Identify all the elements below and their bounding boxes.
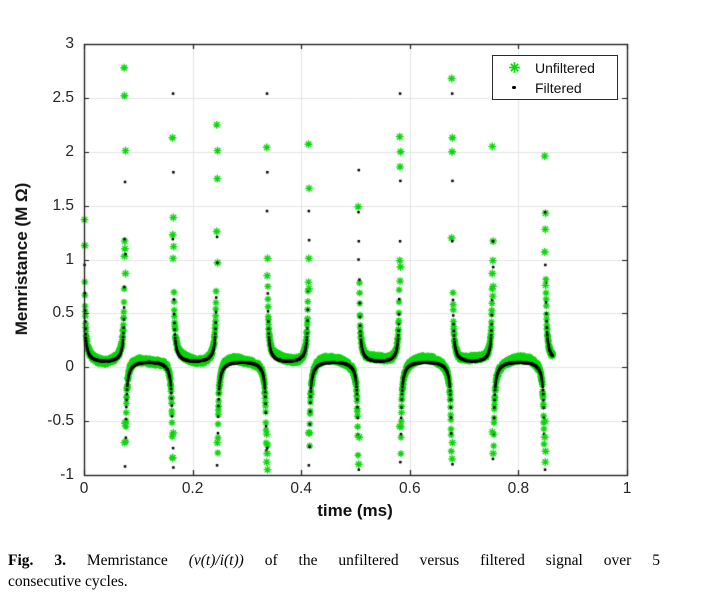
caption-line-2: consecutive cycles. bbox=[8, 572, 128, 590]
x-tick-label: 0.6 bbox=[399, 480, 421, 497]
y-tick-label: -0.5 bbox=[47, 412, 74, 430]
y-tick-label: 1.5 bbox=[52, 196, 74, 214]
y-tick-label: 1 bbox=[65, 250, 74, 268]
x-tick-label: 0.2 bbox=[181, 480, 204, 497]
y-tick-label: 2 bbox=[65, 142, 74, 160]
caption-text-pre: Memristance bbox=[65, 552, 189, 569]
caption-fig-label: Fig. 3. bbox=[8, 552, 66, 569]
y-tick-label: 3 bbox=[65, 35, 74, 52]
x-tick-label: 0.4 bbox=[290, 480, 312, 497]
dot-marker-icon bbox=[493, 85, 535, 90]
caption-math: (v(t)/i(t)) bbox=[188, 552, 244, 569]
x-tick-label: 0.8 bbox=[507, 480, 530, 497]
caption-line-1: Fig. 3. Memristance (v(t)/i(t)) of the u… bbox=[8, 551, 660, 572]
legend-label-unfiltered: Unfiltered bbox=[535, 59, 595, 76]
asterisk-marker-icon bbox=[493, 61, 535, 74]
caption-text-post: of the unfiltered versus filtered signal… bbox=[243, 552, 660, 569]
legend: Unfiltered Filtered bbox=[492, 55, 618, 100]
y-tick-label: -1 bbox=[60, 466, 74, 483]
figure-caption: Fig. 3. Memristance (v(t)/i(t)) of the u… bbox=[8, 551, 660, 592]
x-tick-label: 1 bbox=[622, 480, 632, 497]
y-tick-label: 2.5 bbox=[52, 88, 74, 106]
legend-label-filtered: Filtered bbox=[535, 79, 582, 96]
legend-item-filtered: Filtered bbox=[493, 78, 617, 98]
legend-item-unfiltered: Unfiltered bbox=[493, 58, 617, 78]
x-tick-label: 0 bbox=[79, 480, 89, 497]
x-axis-label: time (ms) bbox=[317, 501, 393, 520]
y-tick-label: 0 bbox=[65, 358, 74, 376]
y-tick-label: 0.5 bbox=[52, 304, 74, 322]
